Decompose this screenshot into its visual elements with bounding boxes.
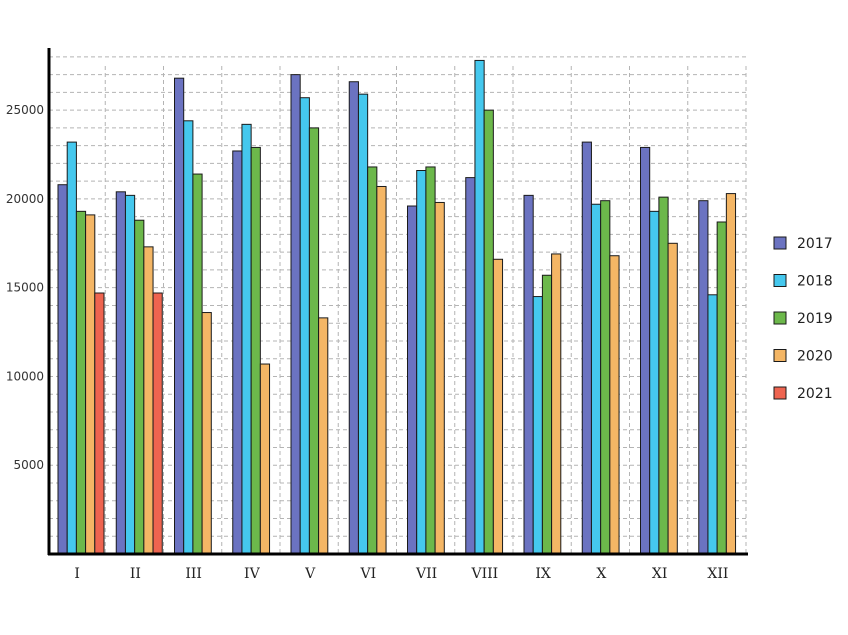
bar-2018-III [183,120,194,555]
x-tick-label: III [185,566,202,582]
bar-2020-X [609,255,620,555]
y-tick-label: 5000 [13,458,44,472]
x-tick-label: V [304,566,316,582]
bar-2020-XI [667,242,678,555]
bar-2017-VI [348,81,359,555]
bar-2019-IV [250,146,261,555]
bar-2018-VI [357,93,369,555]
x-tick-label: VII [415,566,437,582]
legend: 2017 2018 2019 2020 2021 [773,236,833,402]
bar-2018-V [299,97,310,555]
bar-2019-III [192,173,203,555]
legend-label-2021: 2021 [797,386,833,402]
bar-2019-VI [367,166,378,555]
bar-2018-XII [707,294,718,555]
bar-2020-VIII [492,258,504,555]
x-tick-label: VIII [471,566,499,582]
axes [47,48,748,556]
bar-2020-III [201,312,212,555]
y-tick-label: 25000 [6,103,44,117]
legend-swatch-2017 [773,236,787,250]
legend-label-2017: 2017 [797,236,833,252]
bar-2017-III [174,77,185,555]
legend-label-2019: 2019 [797,311,833,327]
bar-2020-VII [434,201,445,555]
bar-2019-XII [716,221,727,555]
x-tick-label: II [130,566,141,582]
grid-lines [49,56,748,554]
y-tick-label: 20000 [6,192,44,206]
bar-2020-IX [551,253,562,555]
legend-swatch-2019 [773,311,787,325]
bar-2018-IV [241,123,252,555]
x-tick-label: XI [652,566,668,582]
x-tick-label: IV [244,566,261,582]
bar-2018-II [124,194,136,555]
legend-label-2020: 2020 [797,349,833,365]
bar-2019-XI [658,196,669,555]
x-tick-labels: I II III IV V VI VII VIII IX X XI XII [74,566,728,582]
bar-2017-XII [698,200,709,555]
y-tick-labels: 5000 10000 15000 20000 25000 [6,103,44,472]
bar-2019-II [134,219,145,555]
bars [57,59,737,555]
bar-2017-I [57,184,68,555]
bar-2017-II [115,191,126,555]
bar-2018-X [590,203,602,555]
bar-2019-VII [425,166,436,555]
bar-2017-V [290,74,301,555]
x-tick-label: XII [707,566,728,582]
x-tick-label: X [596,566,606,582]
bar-2018-VIII [474,59,485,555]
bar-2019-VIII [483,109,494,555]
x-tick-label: VI [360,566,377,582]
y-tick-label: 10000 [6,369,44,383]
bar-2018-VII [416,170,427,555]
bar-2020-V [318,317,329,555]
bar-2017-X [581,141,592,555]
legend-swatch-2018 [773,274,787,287]
bar-2019-X [600,200,611,555]
bar-2017-XI [640,146,651,555]
bar-2017-IX [523,194,534,555]
y-tick-label: 15000 [6,281,44,295]
bar-2019-IX [541,274,553,555]
bar-2018-I [66,141,77,555]
bar-2019-V [308,127,320,555]
bar-2018-XI [649,210,660,555]
legend-label-2018: 2018 [797,274,833,290]
x-tick-label: I [74,566,80,582]
bar-2017-VIII [465,177,476,555]
bar-2020-I [85,214,96,555]
bar-2017-VII [407,205,418,555]
bar-2020-VI [376,185,387,555]
bar-2019-I [75,210,87,555]
x-tick-label: IX [535,566,551,582]
bar-2020-XII [725,193,737,555]
legend-swatch-2020 [773,349,787,362]
bar-2017-IV [232,150,243,555]
bar-2021-II [152,292,163,555]
bar-2020-IV [259,363,271,555]
legend-swatch-2021 [773,386,787,400]
bar-2018-IX [532,296,543,555]
bar-2020-II [143,246,154,555]
bar-2021-I [94,292,105,555]
